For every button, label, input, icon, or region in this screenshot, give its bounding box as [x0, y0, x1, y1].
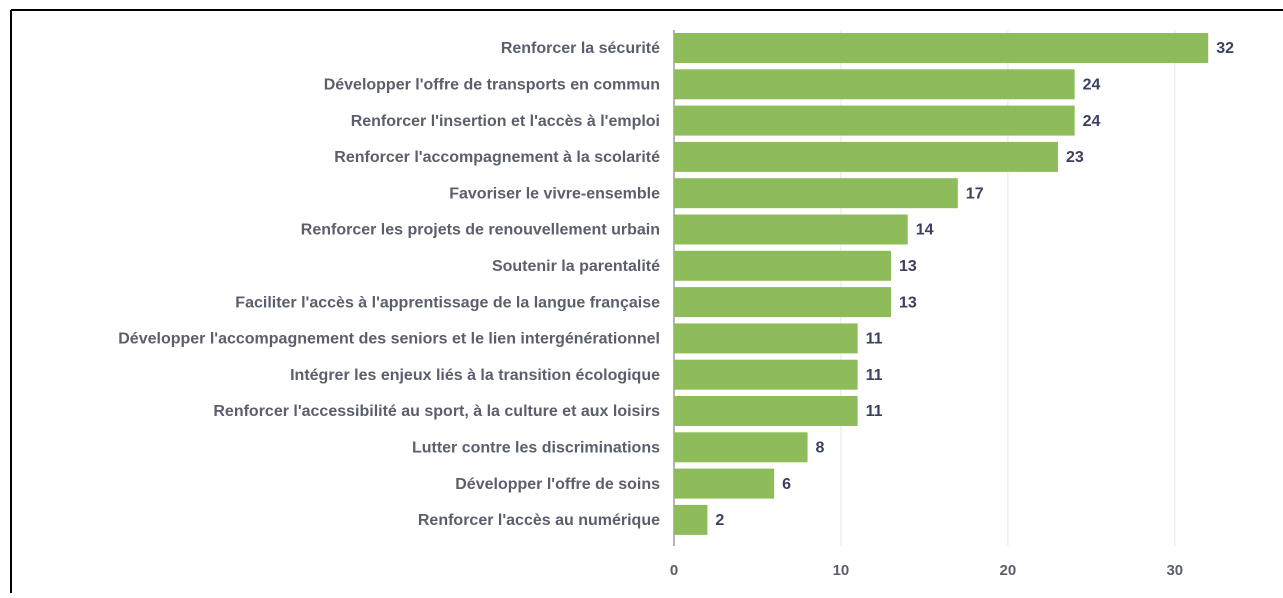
value-label: 11	[866, 403, 883, 420]
category-label: Soutenir la parentalité	[492, 258, 660, 275]
category-label: Développer l'offre de transports en comm…	[324, 77, 660, 94]
x-tick-label: 10	[833, 562, 850, 579]
bar	[674, 69, 1075, 100]
value-label: 11	[866, 331, 883, 348]
bar	[674, 323, 858, 354]
value-label: 23	[1066, 149, 1084, 166]
value-label: 8	[816, 440, 825, 457]
category-label: Favoriser le vivre-ensemble	[449, 185, 660, 202]
x-tick-label: 20	[1000, 562, 1017, 579]
bar	[674, 359, 858, 390]
bar	[674, 178, 958, 209]
bar	[674, 396, 858, 426]
category-label: Faciliter l'accès à l'apprentissage de l…	[235, 294, 660, 311]
value-label: 11	[866, 367, 883, 384]
category-label: Développer l'offre de soins	[455, 476, 660, 493]
bar	[674, 105, 1075, 136]
bar	[674, 141, 1058, 172]
x-tick-label: 30	[1166, 562, 1183, 579]
value-label: 24	[1083, 77, 1101, 94]
category-label: Renforcer l'accompagnement à la scolarit…	[334, 149, 660, 166]
x-tick-label: 0	[670, 562, 678, 579]
bar	[674, 468, 775, 499]
value-label: 6	[782, 476, 791, 493]
bar	[674, 432, 808, 463]
value-label: 13	[899, 294, 917, 311]
bar	[674, 287, 892, 318]
category-label: Renforcer l'insertion et l'accès à l'emp…	[351, 113, 660, 130]
value-label: 32	[1216, 40, 1234, 57]
value-label: 13	[899, 258, 917, 275]
category-label: Renforcer l'accessibilité au sport, à la…	[213, 403, 660, 420]
bar	[674, 504, 708, 535]
value-label: 17	[966, 185, 984, 202]
category-label: Renforcer les projets de renouvellement …	[301, 222, 660, 239]
category-label: Lutter contre les discriminations	[412, 440, 660, 457]
value-label: 24	[1083, 113, 1101, 130]
value-label: 14	[916, 222, 934, 239]
value-label: 2	[715, 512, 724, 529]
bar	[674, 214, 908, 245]
bar	[674, 33, 1209, 63]
category-label: Intégrer les enjeux liés à la transition…	[290, 367, 660, 384]
category-label: Développer l'accompagnement des seniors …	[118, 331, 660, 348]
category-label: Renforcer la sécurité	[501, 40, 660, 57]
category-label: Renforcer l'accès au numérique	[418, 512, 660, 529]
bar	[674, 250, 892, 281]
